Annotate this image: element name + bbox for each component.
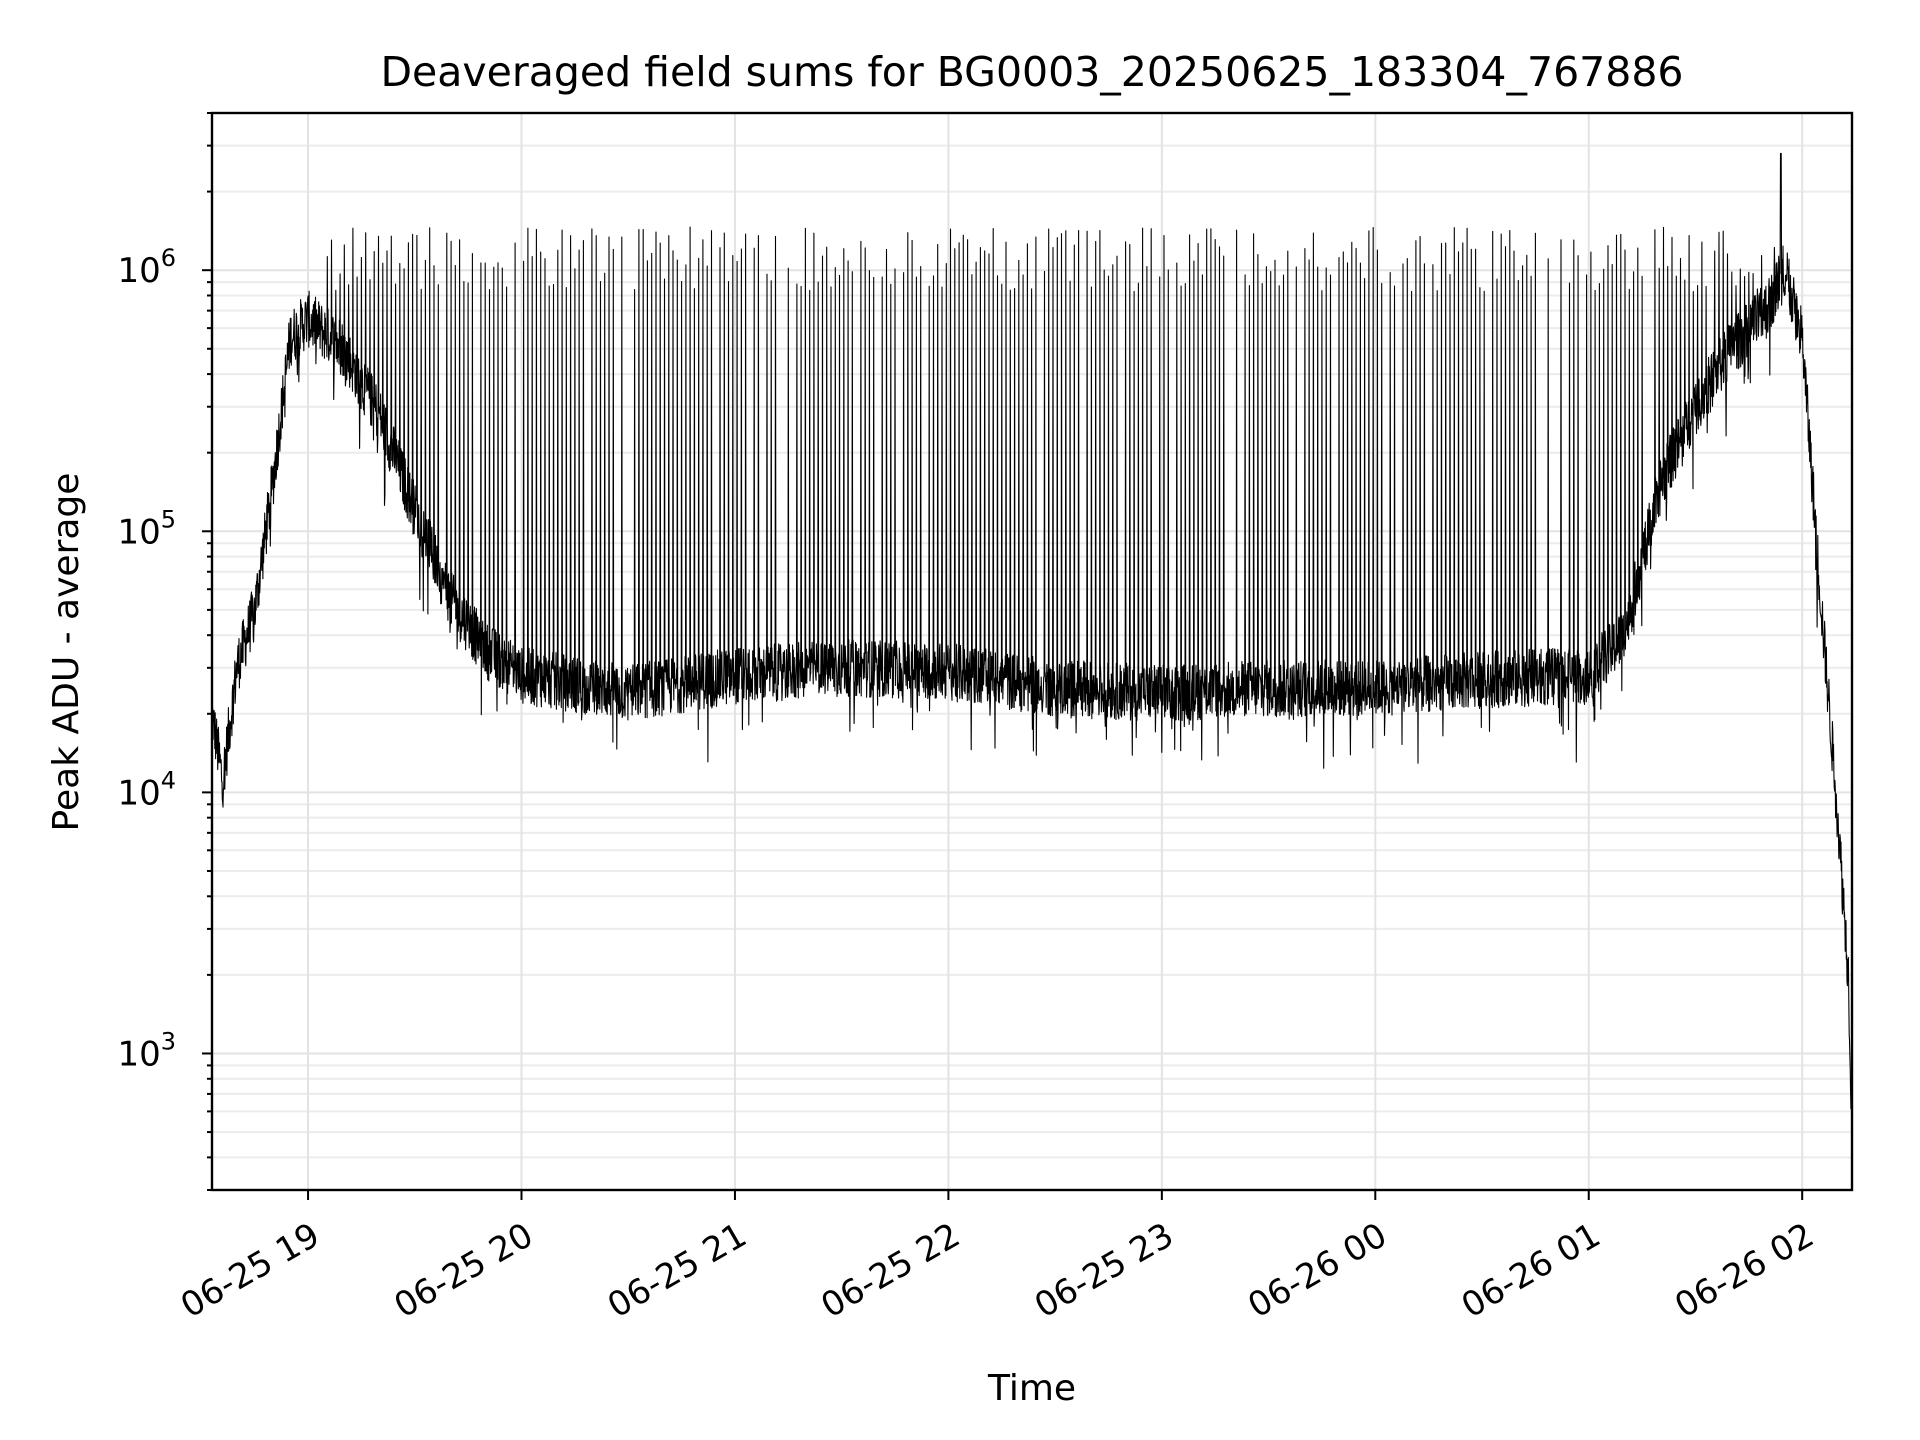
x-axis-label: Time	[987, 1368, 1076, 1409]
series-line	[211, 152, 1853, 1149]
x-tick-label: 06-25 19	[174, 1215, 326, 1326]
x-tick-label: 06-26 02	[1668, 1215, 1820, 1326]
x-tick-label: 06-26 01	[1455, 1215, 1607, 1326]
x-tick-label: 06-25 23	[1028, 1215, 1180, 1326]
x-tick-label: 06-26 00	[1241, 1215, 1393, 1326]
plot-frame	[210, 111, 1854, 1192]
x-tick-label: 06-25 21	[601, 1215, 753, 1326]
y-tick-label: 105	[117, 505, 176, 552]
y-axis-label: Peak ADU - average	[46, 473, 87, 832]
x-axis-ticks: 06-25 19 06-25 20 06-25 21 06-25 22 06-25 23…	[174, 1190, 1821, 1326]
y-tick-label: 104	[117, 766, 176, 813]
data-series	[211, 152, 1853, 1149]
y-tick-label: 103	[117, 1027, 176, 1074]
y-tick-label: 106	[117, 244, 176, 291]
x-tick-label: 06-25 20	[388, 1215, 540, 1326]
x-tick-label: 06-25 22	[815, 1215, 967, 1326]
y-axis-ticks: 103 104 105 106	[117, 112, 212, 1191]
chart-title: Deaveraged field sums for BG0003_2025062…	[380, 48, 1683, 96]
